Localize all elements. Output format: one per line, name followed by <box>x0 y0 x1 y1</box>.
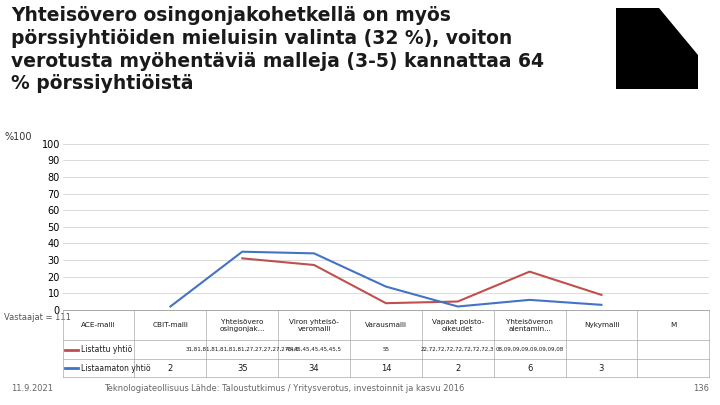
Text: Vapaat poisto-
oikeudet: Vapaat poisto- oikeudet <box>432 318 484 332</box>
Text: 22,72,72,72,72,72,72,72,3: 22,72,72,72,72,72,72,72,3 <box>421 347 495 352</box>
Text: 11.9.2021: 11.9.2021 <box>11 384 53 393</box>
Text: 35: 35 <box>237 364 248 373</box>
Text: 136: 136 <box>693 384 709 393</box>
Text: Vastaajat = 111: Vastaajat = 111 <box>4 313 71 322</box>
Text: Yhteisövero
osingonjak...: Yhteisövero osingonjak... <box>220 318 265 332</box>
Text: Viron yhteisö-
veromalli: Viron yhteisö- veromalli <box>289 318 339 332</box>
Text: 6: 6 <box>527 364 532 373</box>
Text: Yhteisövero osingonjakohetkellä on myös
pörssiyhtiöiden mieluisin valinta (32 %): Yhteisövero osingonjakohetkellä on myös … <box>11 6 544 93</box>
Text: M: M <box>670 322 676 328</box>
Text: 2: 2 <box>168 364 173 373</box>
Text: Yhteisöveron
alentamin...: Yhteisöveron alentamin... <box>506 318 553 332</box>
Text: 31,81,81,81,81,81,81,27,27,27,27,27,4,5: 31,81,81,81,81,81,81,27,27,27,27,27,4,5 <box>185 347 299 352</box>
Text: 2: 2 <box>455 364 460 373</box>
Text: CBIT-malli: CBIT-malli <box>153 322 189 328</box>
Text: %100: %100 <box>4 132 32 142</box>
Polygon shape <box>659 8 698 55</box>
Text: 55: 55 <box>382 347 390 352</box>
Text: Varausmalli: Varausmalli <box>365 322 407 328</box>
Text: Teknologiateollisuus: Teknologiateollisuus <box>104 384 189 393</box>
Text: 45,45,45,45,45,45,5: 45,45,45,45,45,45,5 <box>286 347 342 352</box>
Text: 34: 34 <box>309 364 320 373</box>
Text: 3: 3 <box>599 364 604 373</box>
Text: ACE-malli: ACE-malli <box>81 322 116 328</box>
Text: Nykymalli: Nykymalli <box>584 322 619 328</box>
Text: 08,09,09,09,09,09,09,08: 08,09,09,09,09,09,09,08 <box>495 347 564 352</box>
Text: Listattu yhtiö: Listattu yhtiö <box>81 345 132 354</box>
Text: Lähde: Taloustutkimus / Yritysverotus, investoinnit ja kasvu 2016: Lähde: Taloustutkimus / Yritysverotus, i… <box>191 384 464 393</box>
Text: 14: 14 <box>381 364 391 373</box>
Text: Listaamaton yhtiö: Listaamaton yhtiö <box>81 364 150 373</box>
